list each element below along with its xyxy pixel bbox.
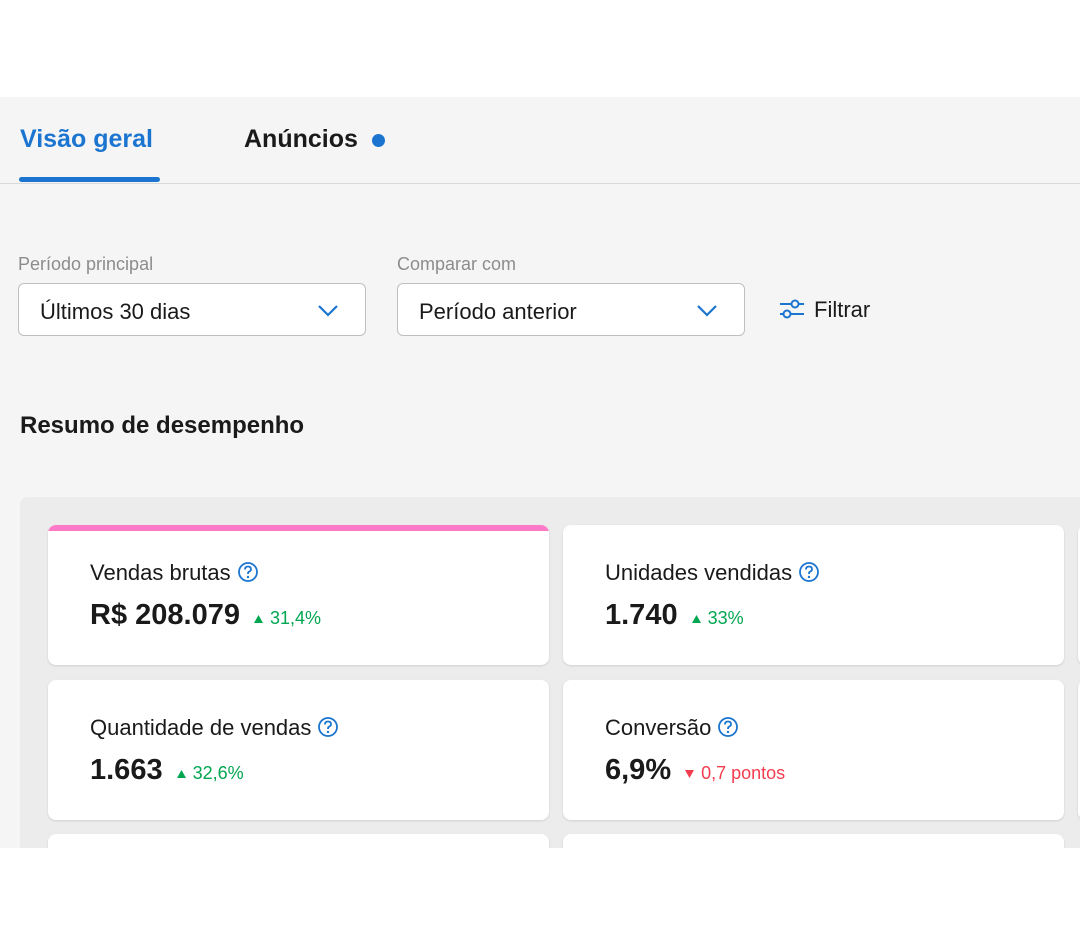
metric-card: Quantidade de vendas 1.663 32,6% (48, 680, 549, 820)
filter-text: Filtrar (814, 297, 871, 322)
card-title-text: Unidades vendidas (605, 560, 793, 585)
help-icon[interactable] (317, 716, 339, 738)
trend-arrow (685, 770, 695, 778)
card-value: 1.663 32,6% (90, 754, 244, 787)
card (1078, 525, 1080, 665)
select-value: Período anterior (419, 299, 577, 324)
change: 32,6% (176, 763, 244, 783)
card-title: Quantidade de vendas (90, 715, 339, 741)
value-text: 1.740 (605, 599, 678, 631)
trend-arrow (253, 615, 263, 623)
help-icon[interactable] (237, 561, 259, 583)
value-text: 1.663 (90, 754, 163, 786)
active-tab-indicator (19, 177, 160, 182)
card-value: 1.740 33% (605, 599, 744, 632)
card-title-text: Vendas brutas (90, 560, 231, 585)
value-text: R$ 208.079 (90, 599, 240, 631)
card (1078, 680, 1080, 820)
change-text: 31,4% (269, 608, 322, 628)
tab-divider (0, 183, 1080, 184)
chevron (697, 305, 717, 317)
change-text: 0,7 pontos (701, 763, 786, 783)
change-text: 32,6% (192, 763, 244, 783)
help-icon[interactable] (798, 561, 820, 583)
accent-bar (48, 525, 549, 531)
filter-icon (780, 299, 804, 319)
section-title: Resumo de desempenho (20, 412, 305, 439)
card-title: Vendas brutas (90, 560, 259, 586)
card-title: Conversão (605, 715, 739, 741)
change: 31,4% (253, 608, 322, 628)
change: 33% (691, 608, 744, 628)
change: 0,7 pontos (685, 763, 785, 783)
metric-card: Vendas brutas R$ 208.079 31,4% (48, 525, 549, 665)
card-title-text: Conversão (605, 715, 712, 740)
notification-dot (372, 134, 385, 147)
card-title: Unidades vendidas (605, 560, 820, 586)
filter-label: Período principal (18, 254, 154, 274)
card-value: R$ 208.079 31,4% (90, 599, 321, 632)
filter-button[interactable]: Filtrar (778, 297, 870, 323)
change-text: 33% (707, 608, 744, 628)
metric-card: Conversão 6,9% 0,7 pontos (563, 680, 1064, 820)
card (48, 834, 549, 848)
metric-card: Unidades vendidas 1.740 33% (563, 525, 1064, 665)
select-value: Últimos 30 dias (40, 299, 191, 324)
filter-label: Comparar com (397, 254, 517, 274)
card (563, 834, 1064, 848)
value-text: 6,9% (605, 754, 672, 786)
period-select[interactable]: Últimos 30 dias (18, 283, 366, 336)
card-title-text: Quantidade de vendas (90, 715, 312, 740)
app-area: Visão geral Anúncios Período principal Ú… (0, 97, 1080, 848)
compare-select[interactable]: Período anterior (397, 283, 745, 336)
chevron (318, 305, 338, 317)
trend-arrow (691, 615, 701, 623)
trend-arrow (176, 770, 186, 778)
tab[interactable]: Visão geral (20, 125, 153, 153)
help-icon[interactable] (717, 716, 739, 738)
card-value: 6,9% 0,7 pontos (605, 754, 785, 787)
tab[interactable]: Anúncios (244, 125, 358, 153)
